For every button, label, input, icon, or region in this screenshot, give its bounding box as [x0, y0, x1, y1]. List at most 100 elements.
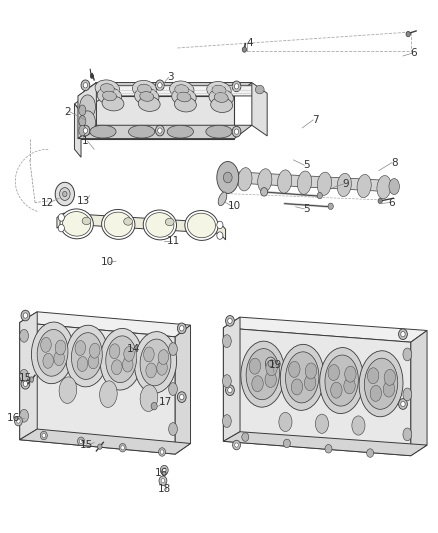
- Circle shape: [177, 323, 186, 334]
- Text: 16: 16: [7, 414, 20, 423]
- Polygon shape: [79, 83, 96, 139]
- Ellipse shape: [90, 125, 116, 138]
- Text: 11: 11: [166, 236, 180, 246]
- Ellipse shape: [134, 332, 177, 393]
- Ellipse shape: [403, 388, 412, 401]
- Circle shape: [234, 129, 239, 134]
- Ellipse shape: [138, 84, 152, 94]
- Circle shape: [159, 476, 167, 486]
- Ellipse shape: [403, 348, 412, 361]
- Polygon shape: [78, 125, 252, 139]
- Circle shape: [232, 81, 241, 92]
- Text: 15: 15: [80, 440, 93, 450]
- Polygon shape: [20, 312, 37, 440]
- Ellipse shape: [166, 219, 174, 226]
- Ellipse shape: [187, 213, 215, 238]
- Text: 17: 17: [159, 398, 172, 407]
- Circle shape: [79, 439, 83, 443]
- Circle shape: [226, 385, 234, 395]
- Ellipse shape: [246, 349, 279, 400]
- Polygon shape: [252, 83, 267, 136]
- Circle shape: [78, 437, 85, 446]
- Text: 8: 8: [391, 158, 398, 167]
- Ellipse shape: [146, 213, 174, 237]
- Ellipse shape: [100, 84, 114, 93]
- Ellipse shape: [175, 85, 189, 94]
- Ellipse shape: [100, 328, 142, 390]
- Ellipse shape: [317, 172, 332, 196]
- Circle shape: [242, 433, 249, 441]
- Circle shape: [160, 450, 164, 454]
- Ellipse shape: [80, 111, 95, 134]
- Ellipse shape: [403, 428, 412, 441]
- Circle shape: [367, 449, 374, 457]
- Text: 5: 5: [303, 204, 310, 214]
- Ellipse shape: [238, 168, 252, 191]
- Circle shape: [42, 433, 46, 438]
- Text: 16: 16: [155, 469, 168, 478]
- Ellipse shape: [43, 353, 53, 368]
- Circle shape: [228, 318, 232, 324]
- Ellipse shape: [157, 360, 167, 375]
- Polygon shape: [79, 96, 234, 139]
- Ellipse shape: [252, 376, 263, 392]
- Polygon shape: [57, 213, 226, 240]
- Polygon shape: [74, 104, 81, 157]
- Ellipse shape: [104, 212, 132, 237]
- Circle shape: [235, 443, 238, 447]
- Ellipse shape: [177, 92, 191, 102]
- Ellipse shape: [89, 343, 100, 358]
- Text: 6: 6: [389, 198, 396, 207]
- Circle shape: [232, 126, 241, 137]
- Ellipse shape: [345, 366, 356, 382]
- Ellipse shape: [325, 355, 358, 406]
- Text: 5: 5: [303, 160, 310, 170]
- Circle shape: [90, 74, 94, 78]
- Ellipse shape: [75, 341, 85, 356]
- Circle shape: [17, 419, 20, 423]
- Ellipse shape: [132, 80, 157, 98]
- Circle shape: [23, 313, 28, 318]
- Ellipse shape: [79, 105, 86, 116]
- Ellipse shape: [172, 88, 196, 106]
- Circle shape: [158, 83, 162, 88]
- Circle shape: [21, 378, 30, 389]
- Ellipse shape: [211, 98, 233, 112]
- Circle shape: [283, 439, 290, 448]
- Ellipse shape: [79, 116, 86, 126]
- Ellipse shape: [128, 125, 155, 138]
- Polygon shape: [223, 317, 240, 441]
- Polygon shape: [74, 85, 258, 112]
- Circle shape: [14, 416, 22, 426]
- Circle shape: [155, 125, 164, 136]
- Ellipse shape: [140, 92, 154, 101]
- Ellipse shape: [77, 357, 88, 372]
- Text: 2: 2: [64, 107, 71, 117]
- Ellipse shape: [241, 341, 285, 407]
- Ellipse shape: [110, 344, 120, 359]
- Text: 15: 15: [19, 374, 32, 383]
- Text: 18: 18: [158, 484, 171, 494]
- Circle shape: [81, 125, 90, 136]
- Ellipse shape: [266, 360, 277, 376]
- Ellipse shape: [331, 382, 342, 398]
- Ellipse shape: [143, 210, 177, 240]
- Ellipse shape: [88, 354, 99, 369]
- Ellipse shape: [144, 347, 154, 362]
- Ellipse shape: [364, 358, 398, 409]
- Ellipse shape: [82, 217, 91, 225]
- Ellipse shape: [304, 375, 316, 391]
- Ellipse shape: [102, 209, 135, 239]
- Ellipse shape: [59, 377, 77, 403]
- Ellipse shape: [223, 375, 231, 387]
- Ellipse shape: [169, 343, 177, 356]
- Ellipse shape: [214, 93, 228, 102]
- Circle shape: [268, 360, 273, 367]
- Circle shape: [83, 83, 88, 88]
- Ellipse shape: [218, 192, 227, 206]
- Polygon shape: [411, 330, 427, 456]
- Circle shape: [317, 192, 322, 199]
- Circle shape: [401, 332, 405, 337]
- Ellipse shape: [315, 414, 328, 433]
- Circle shape: [58, 214, 64, 221]
